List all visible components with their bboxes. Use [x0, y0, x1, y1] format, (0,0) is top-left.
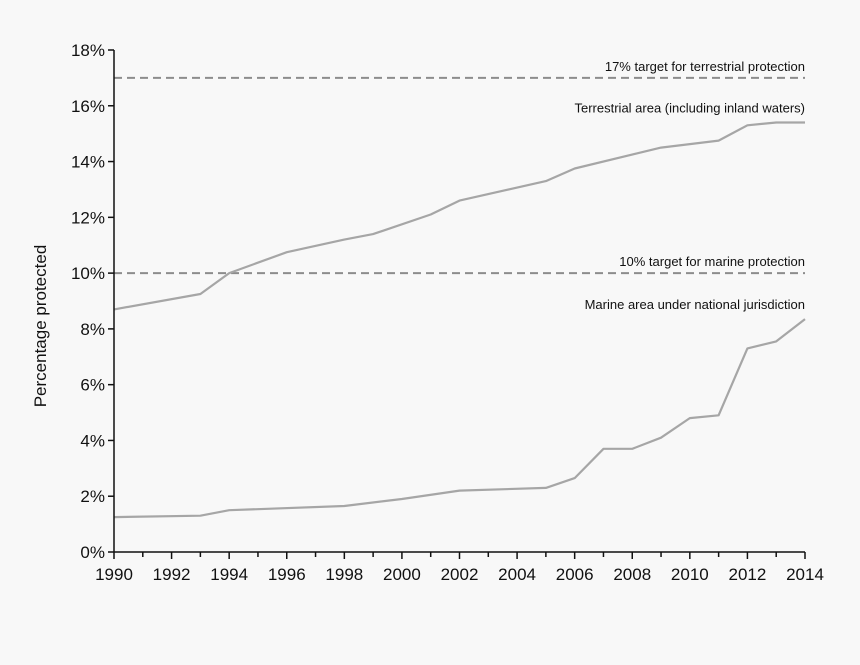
x-tick-label-12: 2014	[786, 565, 824, 584]
y-tick-label-7: 14%	[71, 153, 105, 172]
y-tick-label-6: 12%	[71, 208, 105, 227]
x-tick-label-3: 1996	[268, 565, 306, 584]
y-tick-label-1: 2%	[80, 487, 105, 506]
y-tick-label-9: 18%	[71, 41, 105, 60]
x-tick-label-7: 2004	[498, 565, 536, 584]
series-line-0	[113, 121, 805, 311]
reference-line-label-1: 10% target for marine protection	[619, 254, 805, 269]
reference-lines	[114, 76, 805, 275]
x-tick-label-2: 1994	[210, 565, 248, 584]
x-tick-label-8: 2006	[556, 565, 594, 584]
y-tick-label-3: 6%	[80, 376, 105, 395]
x-tick-label-4: 1998	[325, 565, 363, 584]
x-tick-label-6: 2002	[441, 565, 479, 584]
x-tick-label-11: 2012	[729, 565, 767, 584]
y-tick-label-8: 16%	[71, 97, 105, 116]
labels: 17% target for terrestrial protection 10%…	[31, 41, 824, 584]
axes	[108, 49, 806, 559]
x-tick-label-10: 2010	[671, 565, 709, 584]
y-tick-label-5: 10%	[71, 264, 105, 283]
series-lines	[113, 121, 806, 519]
y-tick-label-2: 4%	[80, 431, 105, 450]
y-tick-label-4: 8%	[80, 320, 105, 339]
x-tick-label-9: 2008	[613, 565, 651, 584]
x-tick-label-5: 2000	[383, 565, 421, 584]
y-tick-label-0: 0%	[80, 543, 105, 562]
series-label-1: Marine area under national jurisdiction	[585, 297, 805, 312]
x-tick-label-0: 1990	[95, 565, 133, 584]
x-tick-label-1: 1992	[153, 565, 191, 584]
y-axis-title: Percentage protected	[31, 245, 50, 408]
reference-line-label-0: 17% target for terrestrial protection	[605, 59, 805, 74]
series-label-0: Terrestrial area (including inland water…	[575, 101, 806, 116]
series-line-1	[113, 318, 806, 519]
